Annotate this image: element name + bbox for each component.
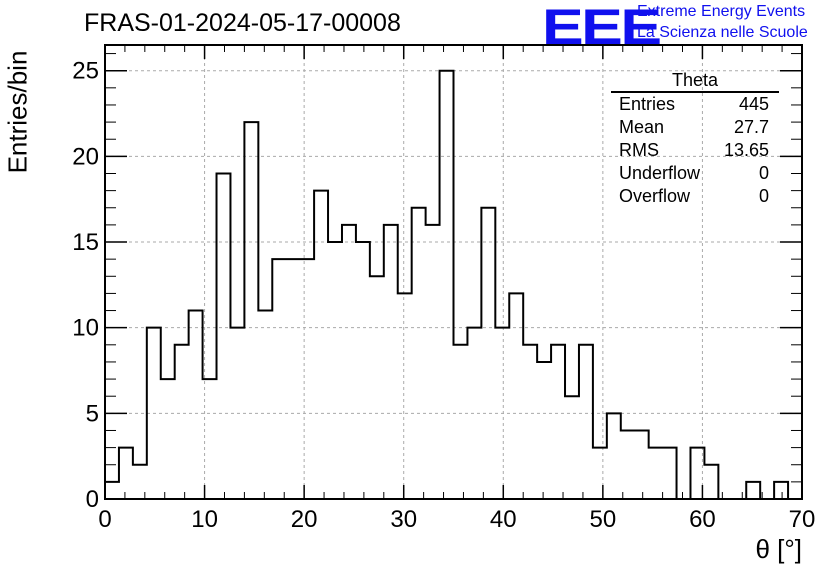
stats-label: Mean bbox=[619, 117, 665, 137]
stats-title: Theta bbox=[611, 70, 779, 93]
org-name-line1: Extreme Energy Events bbox=[637, 3, 806, 20]
x-tick-label: 40 bbox=[490, 506, 517, 533]
x-tick-label: 0 bbox=[98, 506, 111, 533]
run-title: FRAS-01-2024-05-17-00008 bbox=[84, 9, 401, 37]
y-tick-label: 15 bbox=[72, 229, 99, 256]
stats-label: RMS bbox=[619, 140, 659, 160]
x-tick-label: 30 bbox=[390, 506, 417, 533]
stats-value: 0 bbox=[758, 163, 769, 183]
stats-label: Underflow bbox=[619, 163, 701, 183]
stats-row-entries: Entries 445 bbox=[611, 93, 779, 116]
stats-value: 0 bbox=[758, 186, 769, 206]
y-tick-label: 5 bbox=[86, 400, 99, 427]
x-tick-label: 10 bbox=[191, 506, 218, 533]
stats-row-mean: Mean 27.7 bbox=[611, 116, 779, 139]
stats-value: 445 bbox=[738, 94, 769, 114]
stats-row-overflow: Overflow 0 bbox=[611, 185, 779, 208]
y-tick-label: 0 bbox=[86, 486, 99, 513]
y-tick-label: 10 bbox=[72, 315, 99, 342]
x-tick-label: 60 bbox=[689, 506, 716, 533]
y-axis-label: Entries/bin bbox=[2, 50, 33, 174]
axis-tick-labels: 0 10 20 30 40 50 60 70 0 5 10 15 20 25 bbox=[72, 58, 815, 533]
axis-ticks bbox=[104, 45, 803, 500]
stats-row-underflow: Underflow 0 bbox=[611, 162, 779, 185]
org-name-line2: La Scienza nelle Scuole bbox=[637, 24, 808, 41]
x-tick-label: 50 bbox=[590, 506, 617, 533]
x-tick-label: 70 bbox=[789, 506, 816, 533]
stats-row-rms: RMS 13.65 bbox=[611, 139, 779, 162]
x-tick-label: 20 bbox=[291, 506, 318, 533]
stats-label: Overflow bbox=[619, 186, 691, 206]
stats-value: 27.7 bbox=[733, 117, 769, 137]
y-tick-label: 20 bbox=[72, 143, 99, 170]
stats-box: Theta Entries 445 Mean 27.7 RMS 13.65 Un… bbox=[611, 70, 779, 208]
plot-frame bbox=[104, 44, 803, 500]
x-axis-label: θ [°] bbox=[755, 534, 802, 564]
y-tick-label: 25 bbox=[72, 58, 99, 85]
stats-label: Entries bbox=[619, 94, 676, 114]
stats-value: 13.65 bbox=[723, 140, 769, 160]
